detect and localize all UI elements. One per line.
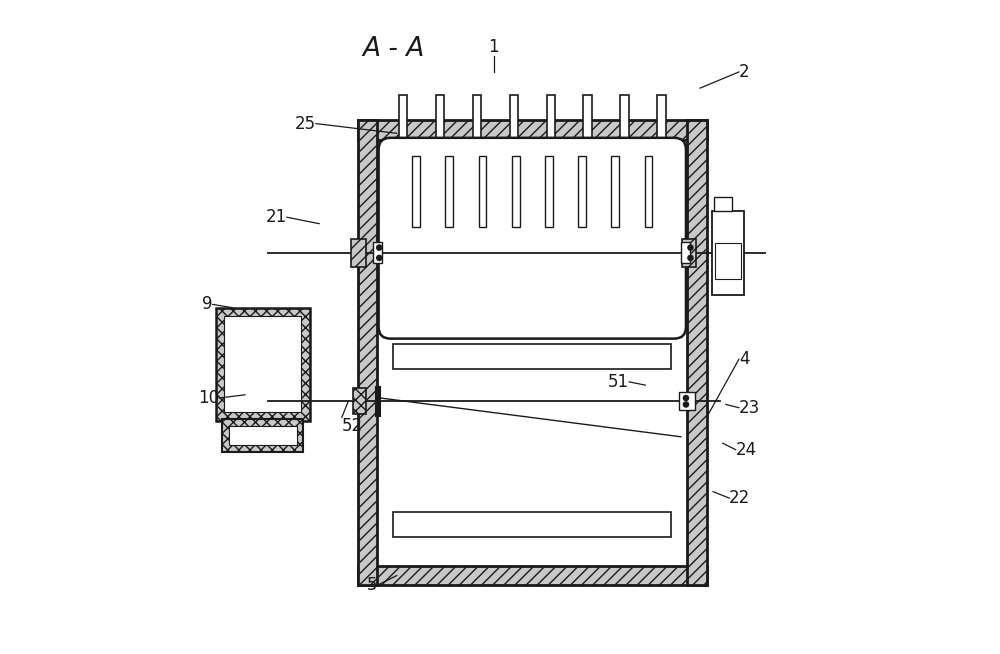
Bar <box>393 345 671 369</box>
Bar <box>224 316 301 412</box>
Text: 23: 23 <box>739 399 760 417</box>
Bar <box>547 95 555 140</box>
Bar <box>510 95 518 140</box>
Bar <box>578 156 586 227</box>
Bar <box>393 512 671 537</box>
Bar <box>216 307 310 421</box>
Text: 25: 25 <box>295 114 316 133</box>
Bar <box>229 426 297 445</box>
Text: 24: 24 <box>736 441 757 458</box>
Bar <box>412 156 420 227</box>
Circle shape <box>683 402 689 407</box>
Bar <box>479 156 486 227</box>
Bar <box>657 95 666 140</box>
Text: A - A: A - A <box>362 37 425 62</box>
Bar <box>679 392 695 410</box>
Bar <box>620 95 629 140</box>
Text: 9: 9 <box>202 296 213 313</box>
Text: 2: 2 <box>739 63 750 81</box>
Text: 4: 4 <box>739 351 749 368</box>
Circle shape <box>688 245 693 250</box>
Bar <box>611 156 619 227</box>
Bar <box>645 156 652 227</box>
Bar <box>714 197 732 211</box>
Text: 10: 10 <box>198 389 219 407</box>
Circle shape <box>683 396 689 401</box>
Bar <box>353 388 366 414</box>
Circle shape <box>688 255 693 260</box>
Bar <box>358 120 707 140</box>
Bar <box>715 243 741 279</box>
Bar <box>377 140 687 566</box>
Bar <box>583 95 592 140</box>
Bar <box>545 156 553 227</box>
Bar <box>473 95 481 140</box>
Bar <box>681 243 690 263</box>
Text: 51: 51 <box>608 373 629 391</box>
Bar <box>682 239 696 267</box>
Bar <box>512 156 520 227</box>
Text: 22: 22 <box>729 489 750 507</box>
Bar <box>399 95 407 140</box>
Bar <box>687 120 707 585</box>
Text: 1: 1 <box>488 38 499 56</box>
Text: 21: 21 <box>266 208 287 226</box>
Circle shape <box>377 245 382 250</box>
Bar <box>436 95 444 140</box>
Text: 5: 5 <box>367 576 377 594</box>
Bar <box>222 419 303 452</box>
Bar <box>358 120 377 585</box>
Circle shape <box>377 255 382 260</box>
Text: 52: 52 <box>342 417 363 436</box>
Bar <box>373 243 382 263</box>
Bar <box>351 239 366 267</box>
Bar <box>712 211 744 295</box>
Bar <box>358 566 707 585</box>
Bar <box>445 156 453 227</box>
FancyBboxPatch shape <box>379 138 686 339</box>
